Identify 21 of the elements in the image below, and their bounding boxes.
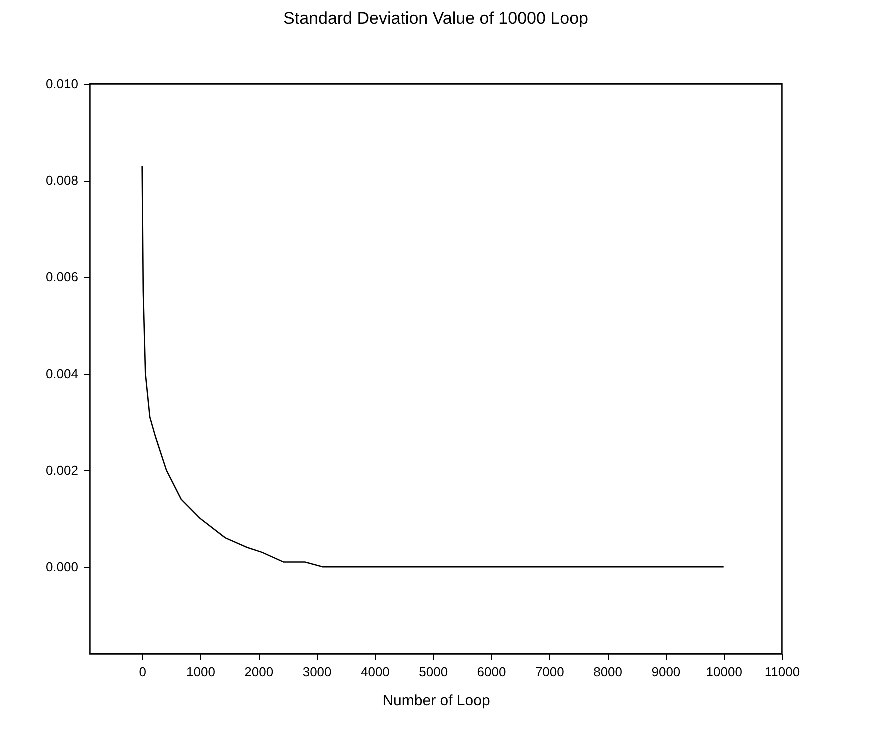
x-tick-label: 9000 bbox=[652, 664, 681, 680]
line-series bbox=[142, 165, 724, 568]
y-tick-label: 0.006 bbox=[46, 270, 78, 285]
x-tick-label: 3000 bbox=[302, 664, 332, 680]
x-tick-label: 5000 bbox=[419, 664, 448, 680]
x-tick-label: 2000 bbox=[244, 664, 274, 680]
x-axis-title: Number of Loop bbox=[382, 692, 490, 710]
x-tick-label: 6000 bbox=[477, 664, 506, 680]
x-tick-label: 10000 bbox=[706, 664, 742, 680]
y-tick-label: 0.000 bbox=[46, 560, 78, 575]
y-tick-label: 0.002 bbox=[46, 462, 78, 478]
chart-title: Standard Deviation Value of 10000 Loop bbox=[284, 9, 588, 28]
y-tick-label: 0.004 bbox=[46, 366, 78, 382]
x-tick-label: 11000 bbox=[764, 664, 800, 680]
y-tick-label: 0.010 bbox=[46, 76, 78, 92]
x-tick-label: 0 bbox=[139, 664, 146, 680]
x-tick-label: 8000 bbox=[594, 664, 623, 680]
x-tick-label: 4000 bbox=[360, 664, 390, 680]
x-tick-label: 1000 bbox=[186, 664, 216, 680]
y-tick-label: 0.008 bbox=[46, 173, 78, 188]
x-tick-label: 7000 bbox=[535, 664, 564, 680]
